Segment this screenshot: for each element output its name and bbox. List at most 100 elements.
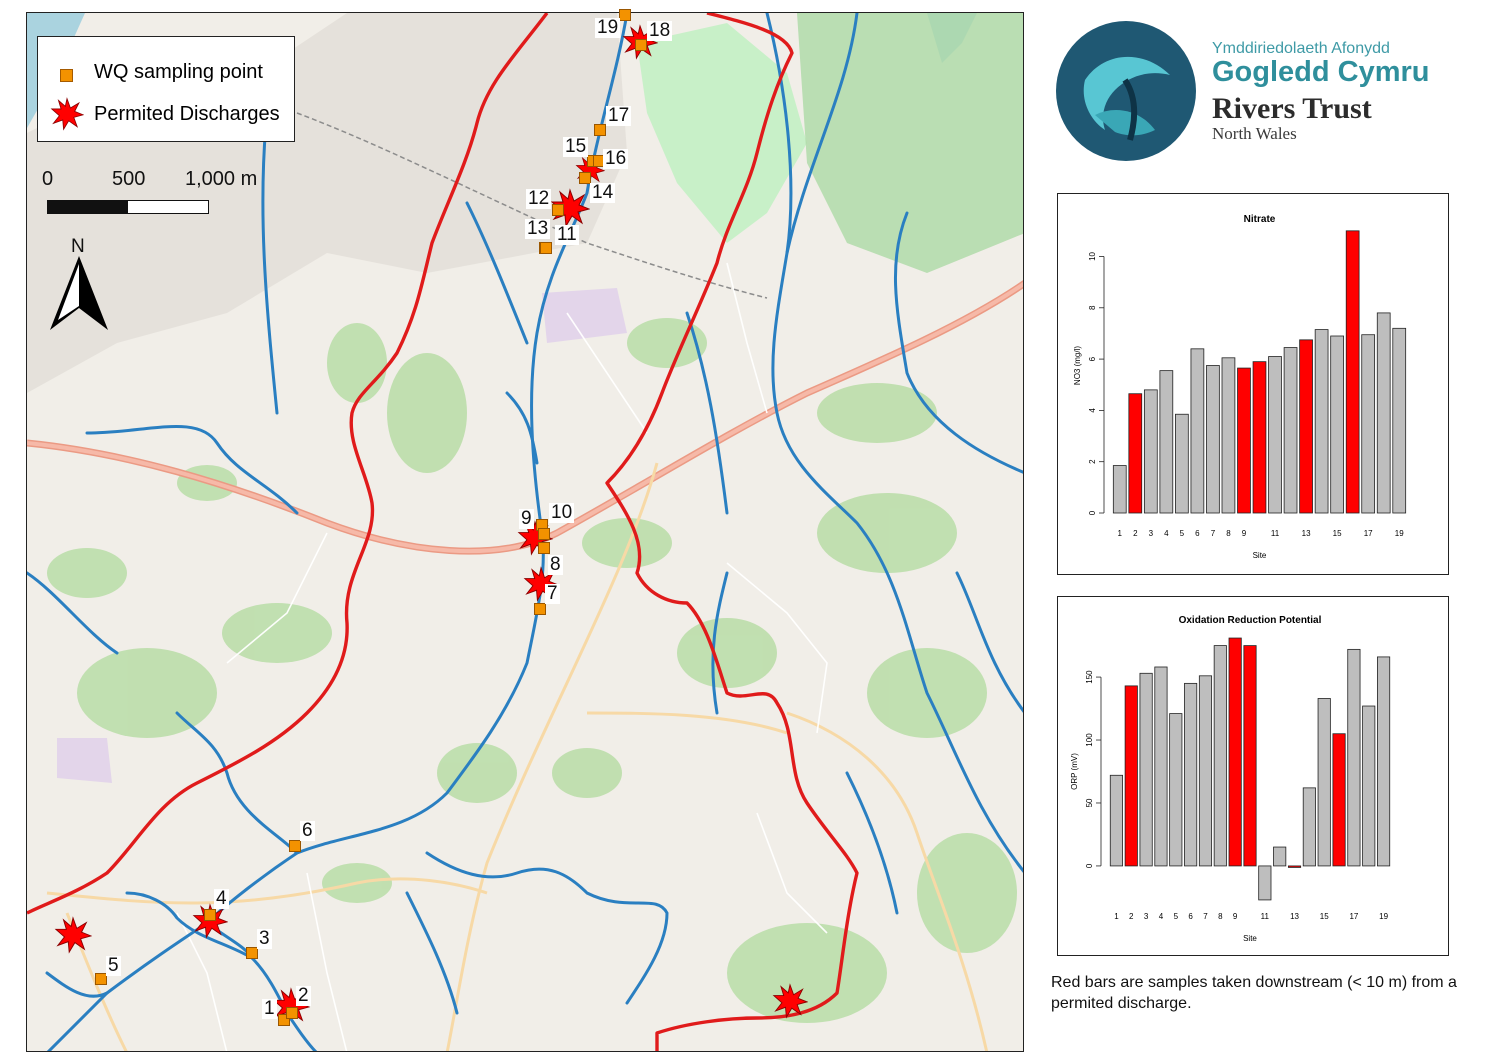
scale-label-1000: 1,000 m [185, 168, 258, 190]
bar-site-11 [1268, 356, 1282, 514]
y-tick-label-6: 6 [1088, 356, 1097, 361]
x-tick-label-6: 6 [1188, 912, 1193, 921]
y-tick-label-150: 150 [1085, 670, 1094, 684]
sampling-point-13[interactable] [540, 242, 552, 254]
sampling-point-5[interactable] [95, 973, 107, 985]
woodland-ne [797, 13, 1023, 273]
sampling-point-18[interactable] [635, 39, 647, 51]
discharge-marker-se[interactable] [773, 984, 808, 1018]
sampling-point-label-14: 14 [590, 182, 616, 203]
sampling-point-label-1: 1 [262, 998, 277, 1019]
x-tick-label-17: 17 [1349, 912, 1358, 921]
bar-site-13 [1287, 865, 1302, 868]
fish-logo-icon [1056, 21, 1196, 161]
x-tick-label-17: 17 [1364, 529, 1373, 538]
y-tick-label-0: 0 [1085, 863, 1094, 868]
bar-site-6 [1190, 348, 1205, 514]
x-tick-label-4: 4 [1159, 912, 1164, 921]
discharge-symbol [50, 97, 84, 131]
bar-site-15 [1330, 335, 1344, 514]
sampling-point-label-19: 19 [595, 17, 621, 38]
sampling-point-label-3: 3 [257, 928, 272, 949]
map-legend: WQ sampling point Permited Discharges [37, 36, 295, 142]
y-axis-label: NO3 (mg/l) [1073, 346, 1082, 385]
bar-site-2 [1128, 393, 1143, 514]
nitrate-chart: Nitrate 0 2 4 6 8 10 NO3 (mg/l) 1 2 3 4 5 6 7 8 9 11 13 15 1… [1073, 214, 1407, 560]
sampling-point-4[interactable] [204, 909, 216, 921]
map-panel[interactable] [26, 12, 1024, 1052]
discharge-marker-5[interactable] [55, 917, 92, 953]
y-axis-label: ORP (mV) [1070, 753, 1079, 790]
sampling-point-6[interactable] [289, 840, 301, 852]
sampling-point-label-2: 2 [296, 985, 311, 1006]
sampling-point-label-16: 16 [603, 148, 629, 169]
sampling-point-7[interactable] [534, 603, 546, 615]
x-tick-label-7: 7 [1211, 529, 1216, 538]
sampling-point-8[interactable] [538, 542, 550, 554]
sampling-point-label-8: 8 [548, 554, 563, 575]
bar-site-18 [1376, 312, 1391, 514]
sampling-point-label-12: 12 [526, 188, 552, 209]
bar-site-17 [1347, 648, 1361, 867]
bar-site-8 [1213, 645, 1227, 867]
logo-english-line2: North Wales [1212, 124, 1297, 143]
bar-site-9 [1237, 367, 1251, 514]
north-arrow-icon [50, 256, 108, 330]
sampling-point-label-18: 18 [647, 20, 673, 41]
bar-site-7 [1198, 675, 1213, 867]
bar-site-4 [1159, 370, 1174, 514]
nitrate-chart-panel: Nitrate 0 2 4 6 8 10 NO3 (mg/l) 1 2 3 4 5 6 7 8 9 11 13 15 1… [1057, 193, 1449, 575]
x-tick-label-1: 1 [1114, 912, 1119, 921]
sampling-point-symbol [60, 69, 73, 82]
bar-site-1 [1109, 774, 1123, 867]
x-tick-label-9: 9 [1242, 529, 1247, 538]
y-tick-label-50: 50 [1085, 798, 1094, 807]
legend-discharge-label: Permited Discharges [94, 103, 280, 125]
sampling-point-2[interactable] [286, 1007, 298, 1019]
sampling-point-label-5: 5 [106, 955, 121, 976]
logo-welsh-line2: Gogledd Cymru [1212, 56, 1430, 88]
bar-site-3 [1143, 389, 1158, 514]
bar-site-7 [1206, 365, 1220, 514]
bar-site-2 [1124, 685, 1138, 867]
bar-site-15 [1317, 698, 1331, 867]
sampling-point-12[interactable] [552, 204, 564, 216]
sampling-point-14[interactable] [579, 172, 591, 184]
x-tick-label-15: 15 [1320, 912, 1329, 921]
bar-site-4 [1154, 666, 1168, 867]
chart-caption: Red bars are samples taken downstream (<… [1051, 974, 1457, 1012]
sampling-point-label-9: 9 [519, 508, 534, 529]
y-tick-label-2: 2 [1088, 459, 1097, 464]
sampling-point-label-7: 7 [545, 583, 560, 604]
discharge-layer [55, 25, 808, 1024]
bar-site-6 [1184, 682, 1198, 867]
x-tick-label-19: 19 [1395, 529, 1404, 538]
scale-bar [47, 200, 209, 214]
bar-site-5 [1175, 413, 1189, 514]
y-tick-label-100: 100 [1085, 733, 1094, 747]
bar-site-9 [1228, 637, 1242, 867]
bar-site-12 [1283, 347, 1298, 514]
x-tick-label-11: 11 [1271, 529, 1280, 538]
x-tick-label-4: 4 [1164, 529, 1169, 538]
minor-roads [176, 262, 828, 1051]
x-tick-label-8: 8 [1226, 529, 1231, 538]
x-tick-label-1: 1 [1118, 529, 1123, 538]
logo-english-line1: Rivers Trust [1212, 92, 1372, 125]
x-tick-label-5: 5 [1174, 912, 1179, 921]
sampling-point-label-10: 10 [549, 502, 575, 523]
sampling-point-17[interactable] [594, 124, 606, 136]
sampling-point-19[interactable] [619, 9, 631, 21]
logo-welsh-line1: Ymddiriedolaeth Afonydd [1212, 40, 1390, 57]
x-tick-label-5: 5 [1180, 529, 1185, 538]
bar-site-11 [1258, 865, 1272, 901]
x-tick-label-2: 2 [1129, 912, 1134, 921]
sampling-point-10[interactable] [538, 528, 550, 540]
x-tick-label-2: 2 [1133, 529, 1138, 538]
sampling-point-label-11: 11 [555, 224, 579, 245]
bar-site-14 [1302, 787, 1316, 867]
sampling-point-label-6: 6 [300, 820, 315, 841]
bar-site-3 [1139, 672, 1153, 867]
bar-site-18 [1362, 705, 1376, 867]
sampling-point-3[interactable] [246, 947, 258, 959]
